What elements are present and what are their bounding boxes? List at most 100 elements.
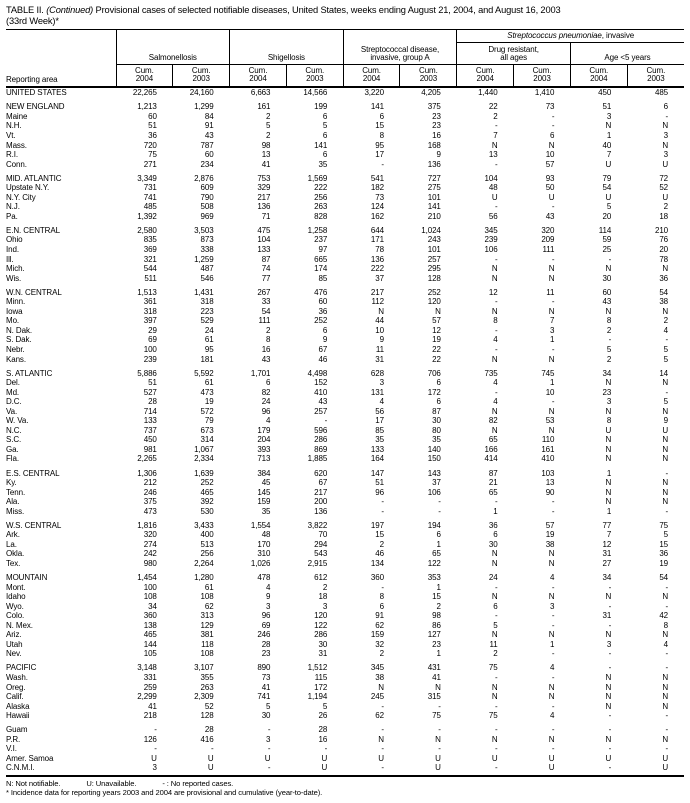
- table-row: Guam - 28 - 28 - - - - - -: [6, 721, 684, 735]
- reporting-area-cell: N.Y. City: [6, 192, 36, 202]
- value-cell: 108: [143, 592, 157, 602]
- reporting-area-cell: Minn.: [6, 297, 26, 307]
- value-cell: 11: [546, 287, 555, 297]
- table-row: P.R. 126 416 3 16 N N N N N N: [6, 735, 684, 745]
- value-cell: N: [491, 692, 498, 702]
- value-cell: 410: [314, 387, 328, 397]
- value-cell: -: [608, 649, 612, 659]
- value-cell: 8: [379, 592, 384, 602]
- table-row: MID. ATLANTIC 3,349 2,876 753 1,569 541 727 104…: [6, 169, 684, 183]
- value-cell: 54: [261, 306, 271, 316]
- value-cell: 32: [375, 639, 384, 649]
- value-cell: 217: [370, 287, 384, 297]
- reporting-area-cell: S. Dak.: [6, 335, 32, 345]
- value-cell: 87: [488, 468, 498, 478]
- reporting-area-cell: MOUNTAIN: [6, 572, 48, 582]
- reporting-area-cell: MID. ATLANTIC: [6, 173, 62, 183]
- value-cell: -: [551, 725, 555, 735]
- value-cell: 256: [314, 192, 328, 202]
- value-cell: 286: [314, 435, 328, 445]
- value-cell: -: [154, 725, 157, 735]
- value-cell: 8: [663, 620, 669, 630]
- value-cell: 182: [370, 183, 384, 193]
- value-cell: 644: [370, 225, 384, 235]
- reporting-area-cell: Tenn.: [6, 487, 26, 497]
- value-cell: U: [662, 763, 669, 773]
- value-cell: 140: [427, 444, 441, 454]
- reporting-area-cell: Pa.: [6, 211, 18, 221]
- value-cell: -: [381, 582, 384, 592]
- table-row: La. 274 513 170 294 2 1 30 38 12 15: [6, 540, 684, 550]
- value-cell: 271: [143, 159, 157, 169]
- value-cell: 3,822: [307, 520, 328, 530]
- value-cell: 10: [545, 387, 555, 397]
- value-cell: 450: [143, 435, 157, 445]
- value-cell: 73: [545, 102, 555, 112]
- value-cell: 1,569: [307, 173, 328, 183]
- value-cell: 75: [488, 663, 498, 673]
- value-cell: 48: [261, 530, 271, 540]
- value-cell: N: [605, 497, 612, 507]
- value-cell: 28: [261, 639, 271, 649]
- value-cell: 2,915: [307, 558, 328, 568]
- value-cell: 873: [200, 235, 214, 245]
- value-cell: 101: [427, 192, 441, 202]
- value-cell: -: [608, 335, 612, 345]
- value-cell: N: [605, 630, 612, 640]
- table-row: Fla. 2,265 2,334 713 1,885 164 150 414 410 N N: [6, 454, 684, 464]
- value-cell: N: [491, 558, 498, 568]
- reporting-area-cell: D.C.: [6, 397, 22, 407]
- col-header-cum-2003: Cum. 2003: [172, 64, 230, 89]
- value-cell: 19: [204, 397, 214, 407]
- value-cell: 1,410: [534, 88, 555, 98]
- value-cell: 108: [200, 649, 214, 659]
- table-row: Ind. 369 338 133 97 78 101 106 111 25 20: [6, 245, 684, 255]
- value-cell: 969: [200, 211, 214, 221]
- value-cell: 485: [143, 202, 157, 212]
- value-cell: N: [662, 444, 669, 454]
- value-cell: 16: [318, 734, 328, 744]
- value-cell: -: [495, 121, 498, 131]
- value-cell: 126: [143, 734, 157, 744]
- value-cell: N: [548, 734, 555, 744]
- table-row: Amer. Samoa U U U U U U U U U U: [6, 754, 684, 764]
- value-cell: 2,309: [194, 692, 214, 702]
- value-cell: 3,349: [137, 173, 157, 183]
- value-cell: 54: [659, 572, 669, 582]
- value-cell: 1,701: [250, 368, 271, 378]
- footnote-incidence: * Incidence data for reporting years 200…: [6, 787, 323, 797]
- value-cell: 234: [200, 159, 214, 169]
- reporting-area-cell: Ala.: [6, 497, 20, 507]
- value-cell: -: [381, 159, 384, 169]
- value-cell: 544: [143, 264, 157, 274]
- value-cell: N: [548, 630, 555, 640]
- value-cell: 5: [606, 202, 612, 212]
- value-cell: -: [665, 663, 669, 673]
- value-cell: 1,306: [137, 468, 157, 478]
- value-cell: 2,264: [194, 558, 214, 568]
- value-cell: 1,440: [478, 88, 498, 98]
- value-cell: 869: [314, 444, 328, 454]
- value-cell: N: [548, 406, 555, 416]
- value-cell: 263: [200, 682, 214, 692]
- value-cell: 2,334: [194, 454, 214, 464]
- value-cell: 171: [370, 235, 384, 245]
- value-cell: U: [378, 753, 384, 763]
- value-cell: -: [551, 701, 555, 711]
- value-cell: N: [605, 592, 612, 602]
- value-cell: 166: [484, 444, 498, 454]
- value-cell: 50: [545, 183, 555, 193]
- value-cell: 361: [143, 297, 157, 307]
- value-cell: N: [378, 682, 384, 692]
- value-cell: -: [438, 725, 441, 735]
- value-cell: 1,454: [137, 572, 157, 582]
- value-cell: 67: [318, 344, 328, 354]
- value-cell: 259: [143, 682, 157, 692]
- table-row: Md. 527 473 82 410 131 172 - 10 23 -: [6, 388, 684, 398]
- value-cell: -: [551, 506, 555, 516]
- value-cell: N: [662, 454, 669, 464]
- value-cell: 143: [427, 468, 441, 478]
- table-row: Upstate N.Y. 731 609 329 222 182 275 48 50 54 52: [6, 183, 684, 193]
- value-cell: 1,554: [250, 520, 271, 530]
- reporting-area-cell: Ohio: [6, 235, 23, 245]
